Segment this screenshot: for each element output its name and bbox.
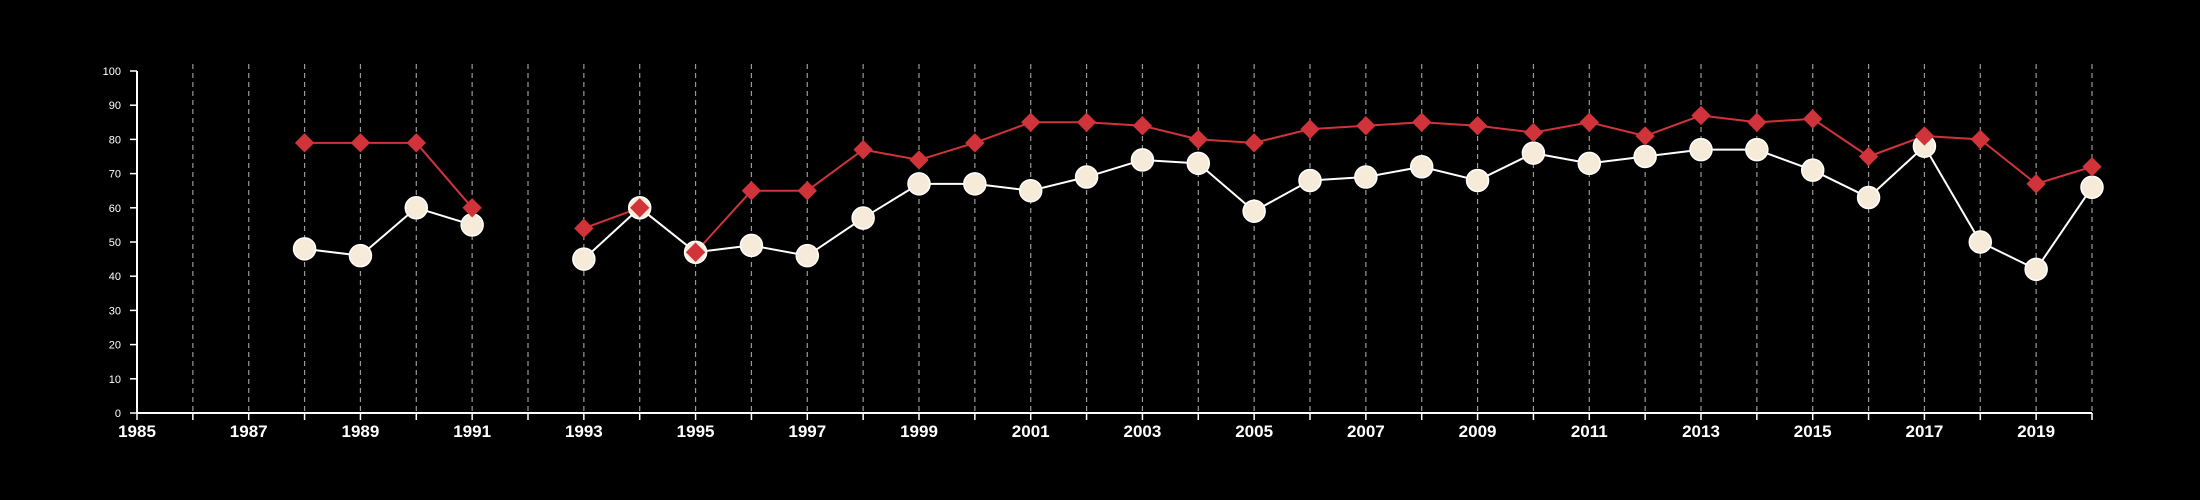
x-tick-label: 1997	[788, 422, 826, 441]
x-tick-label: 1991	[453, 422, 491, 441]
x-tick-label: 2001	[1012, 422, 1050, 441]
y-tick-label: 0	[115, 408, 121, 420]
x-tick-label: 2019	[2017, 422, 2055, 441]
series-2-point	[1968, 230, 1993, 254]
series-1-point	[1188, 129, 1208, 150]
series-1-point	[1970, 129, 1990, 150]
x-tick-label: 2003	[1124, 422, 1162, 441]
series-2-point	[1521, 141, 1546, 165]
series-1-point	[853, 139, 873, 160]
series-1-line	[583, 114, 2093, 254]
series-1-point	[462, 198, 482, 218]
x-tick-label: 1995	[677, 422, 715, 441]
series-2-point	[1018, 178, 1043, 203]
y-tick-label: 90	[109, 100, 121, 112]
series-1-point	[1467, 116, 1488, 136]
series-2-point	[1577, 151, 1602, 176]
x-tick-label: 1999	[900, 422, 938, 441]
series-2-point	[1856, 185, 1881, 210]
series-2-point	[795, 243, 820, 268]
series-1-point	[1076, 112, 1097, 133]
series-2-point	[1745, 137, 1769, 162]
y-axis: 0 10 20 30 40 50 60 70 80 90 100	[103, 66, 138, 420]
series-1-point	[574, 218, 594, 239]
vertical-gridlines	[192, 64, 2093, 413]
series-2-line	[583, 145, 2093, 271]
series-1-point	[965, 133, 985, 153]
series-1-line	[304, 141, 473, 209]
y-tick-label: 40	[109, 271, 121, 283]
x-tick-label: 1987	[230, 422, 268, 441]
series-1-point	[1356, 116, 1376, 136]
series-1-point	[909, 150, 929, 170]
series-1-point	[1858, 146, 1879, 167]
y-tick-label: 60	[109, 203, 121, 215]
y-tick-label: 100	[103, 66, 121, 78]
y-tick-label: 80	[109, 134, 121, 146]
x-tick-label: 1985	[118, 422, 156, 441]
x-tick-label: 2007	[1347, 422, 1385, 441]
series-2-point	[292, 237, 317, 261]
series-1-point	[1300, 119, 1320, 139]
series-2-point	[1800, 158, 1825, 182]
series-2-point	[851, 206, 875, 230]
series-2-point	[1242, 199, 1266, 223]
series-1-point	[2026, 174, 2046, 194]
series-2-point	[1298, 168, 1322, 193]
x-tick-label: 2015	[1794, 422, 1832, 441]
series-2-point	[404, 196, 429, 220]
series-1-point	[294, 133, 315, 153]
series-1-point	[1523, 122, 1544, 143]
series-2-point	[1354, 165, 1378, 189]
series-2-point	[1074, 165, 1099, 189]
x-tick-label: 2009	[1459, 422, 1497, 441]
series-2-point	[1409, 155, 1434, 179]
x-tick-label: 1993	[565, 422, 603, 441]
series-1-point	[1803, 109, 1823, 129]
y-tick-label: 30	[109, 305, 121, 317]
series-2-point	[1633, 144, 1657, 169]
series-1-point	[1914, 126, 1935, 146]
series-2-point	[1186, 151, 1211, 176]
x-tick-label: 2013	[1682, 422, 1720, 441]
series-1-point	[1691, 105, 1711, 126]
series-1-point	[1579, 112, 1599, 133]
series-2-point	[2080, 175, 2104, 200]
series-1-point	[1635, 126, 1655, 146]
series-1-point	[741, 180, 762, 201]
series-2-point	[739, 233, 764, 258]
y-tick-label: 10	[109, 374, 121, 386]
series-1-point	[1244, 133, 1264, 153]
x-tick-label: 2005	[1235, 422, 1273, 441]
series-1-point	[1132, 116, 1153, 136]
series-1-point	[1021, 112, 1041, 133]
series-2-point	[348, 243, 373, 268]
series-2-point	[572, 247, 596, 271]
series-2-point	[1130, 148, 1155, 172]
y-tick-label: 70	[109, 169, 121, 181]
series-1-point	[685, 242, 706, 262]
series-lines	[304, 114, 2093, 271]
x-tick-label: 2011	[1571, 422, 1608, 441]
x-tick-label: 1989	[342, 422, 380, 441]
series-1-point	[1412, 112, 1432, 133]
y-tick-label: 20	[109, 340, 121, 352]
series-2-point	[1465, 168, 1490, 193]
series-2-point	[907, 172, 931, 196]
series-markers	[292, 105, 2104, 282]
y-tick-label: 50	[109, 237, 121, 249]
series-1-point	[1747, 112, 1767, 133]
series-2-point	[2024, 257, 2048, 282]
series-2-point	[1689, 137, 1713, 162]
series-1-point	[630, 198, 650, 218]
series-1-point	[797, 180, 817, 201]
x-tick-label: 2017	[1906, 422, 1944, 441]
series-2-line	[304, 206, 473, 257]
series-1-point	[350, 133, 371, 153]
series-2-point	[963, 172, 987, 196]
x-axis: 1985 1987 1989 1991 1993 1995 1997 1999 2001 2003…	[118, 412, 2093, 441]
series-1-point	[406, 133, 426, 153]
series-1-point	[2082, 157, 2102, 177]
